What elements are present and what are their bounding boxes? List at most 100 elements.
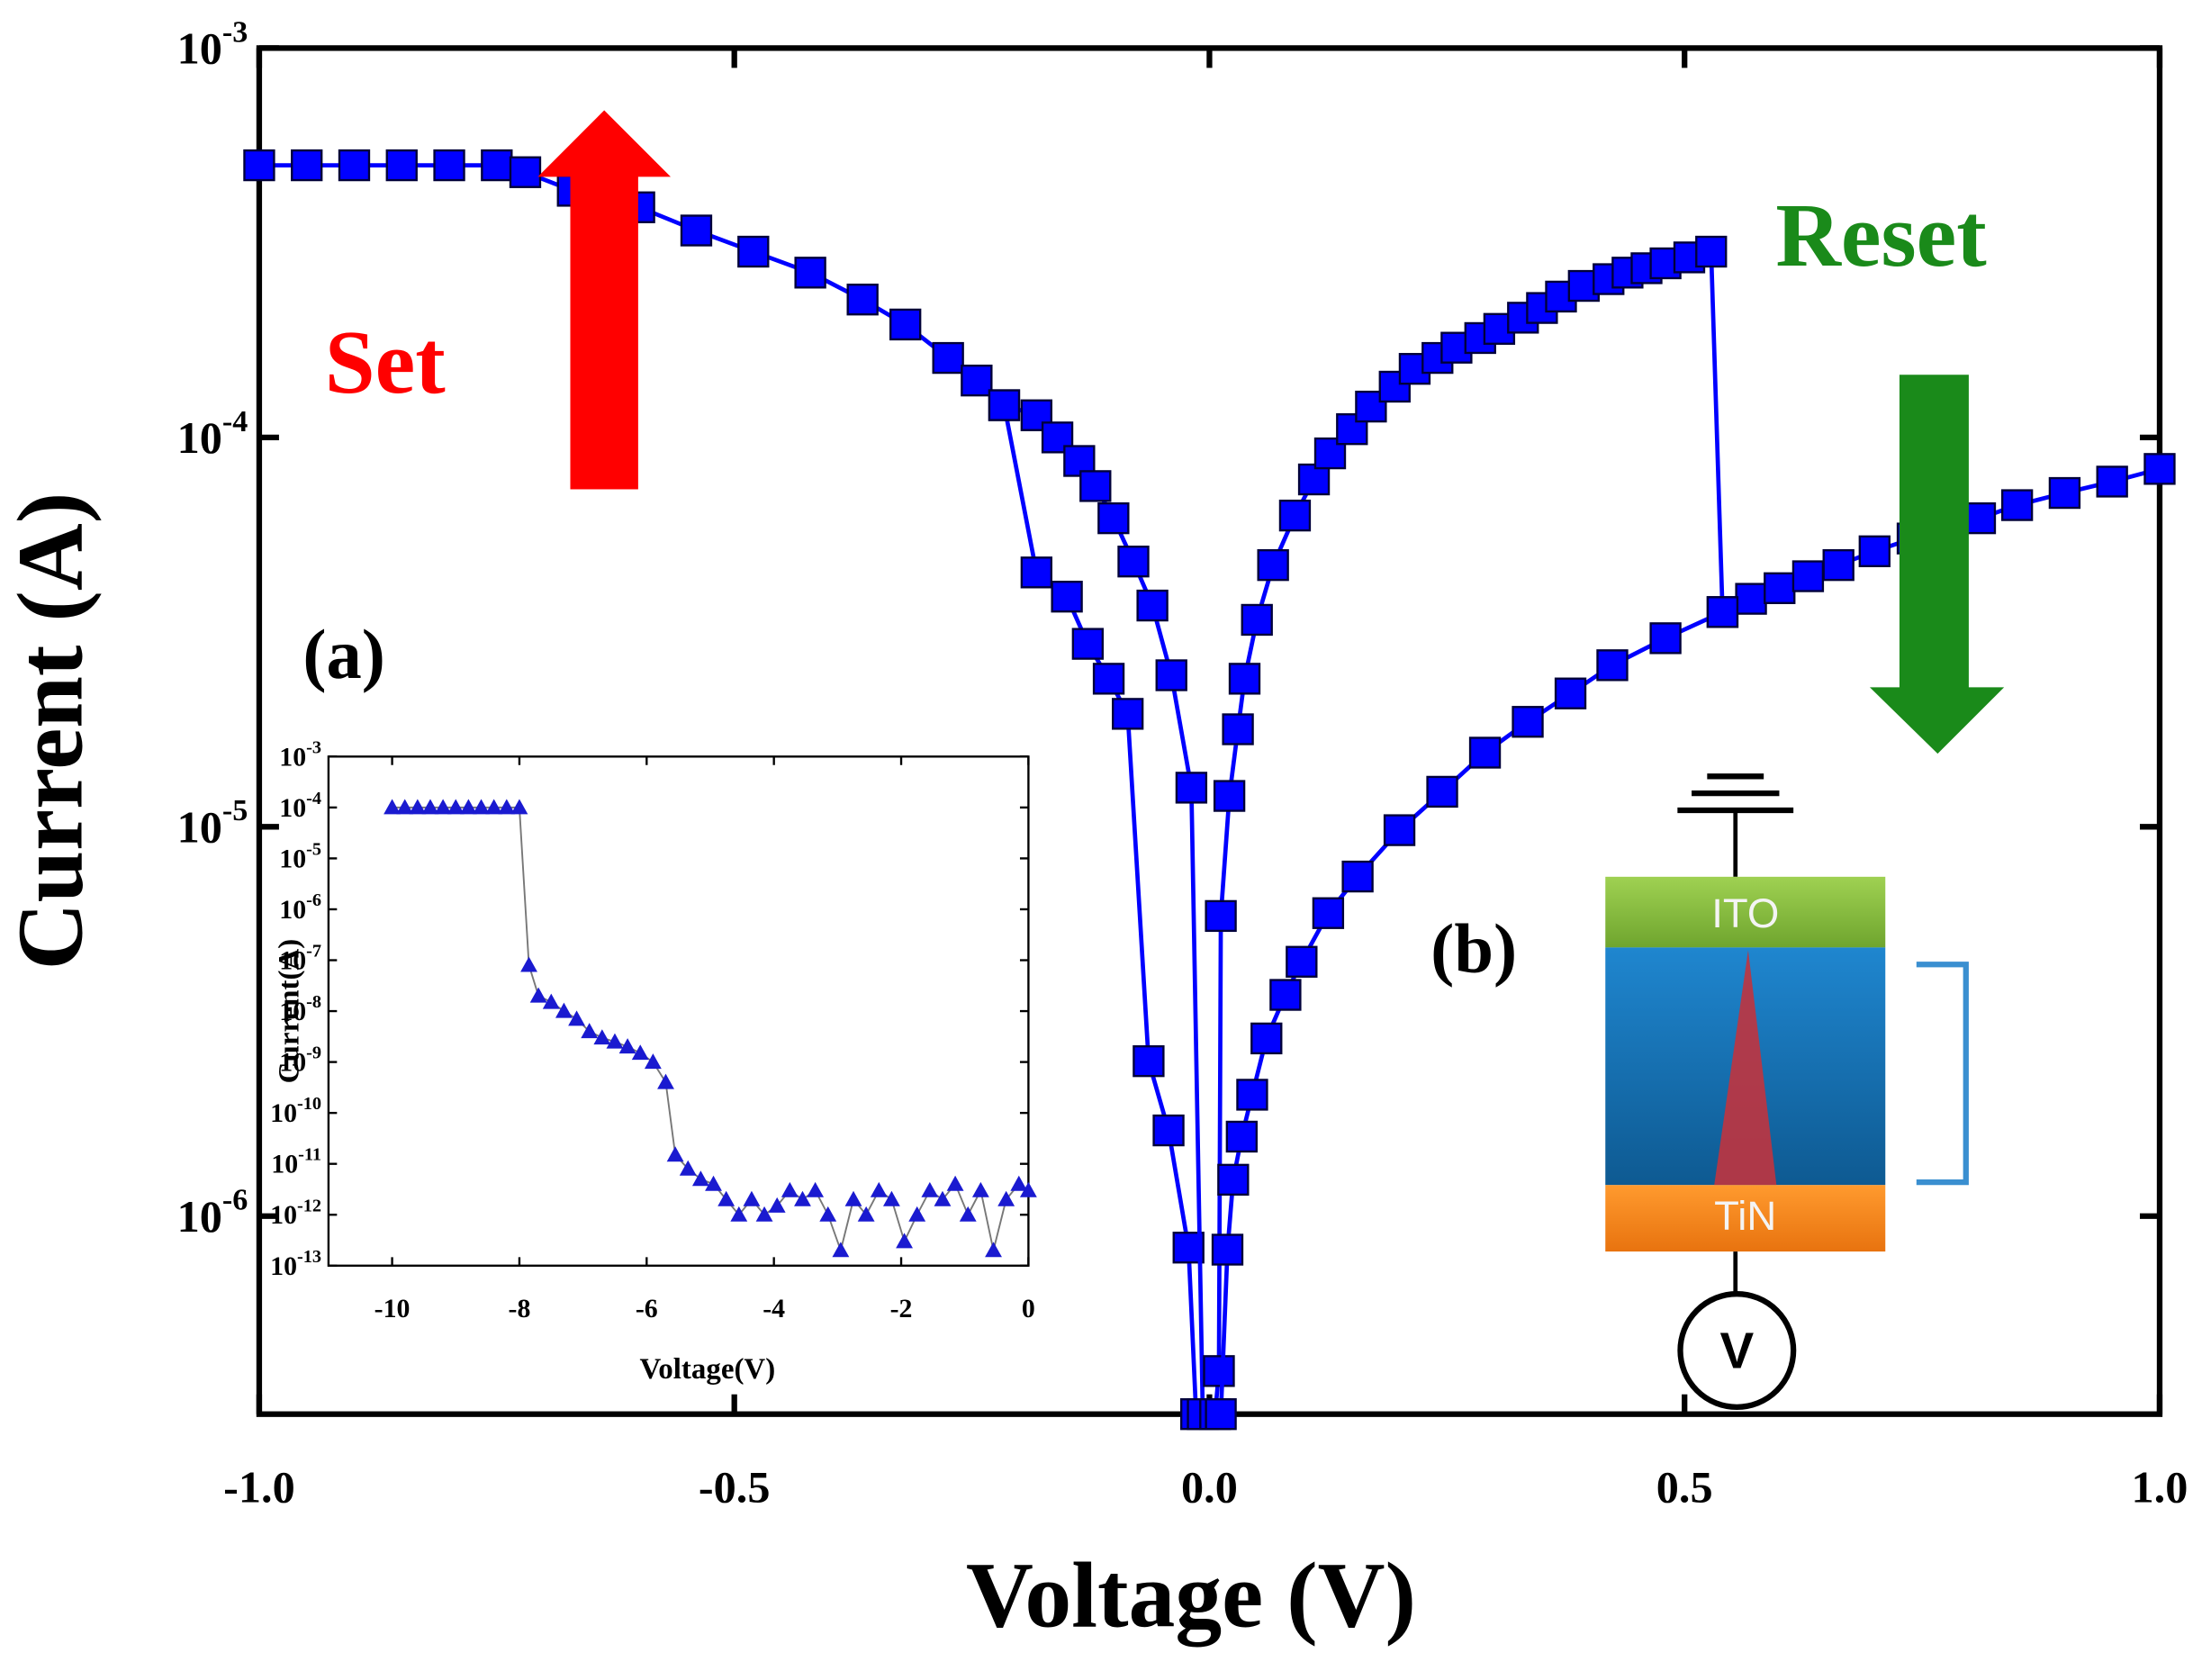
marker [338, 149, 371, 182]
marker [384, 799, 402, 815]
marker [243, 149, 275, 182]
y-tick-label: 10-3 [279, 737, 321, 772]
marker [1136, 589, 1169, 622]
marker [510, 799, 528, 815]
marker [1205, 899, 1237, 933]
label-a: (a) [302, 615, 385, 693]
marker [934, 1190, 952, 1206]
marker [1706, 596, 1739, 628]
marker [1297, 463, 1331, 496]
marker [520, 956, 537, 972]
marker [581, 1023, 599, 1039]
marker [1205, 1398, 1237, 1431]
marker [889, 308, 922, 341]
marker [529, 987, 547, 1003]
marker [568, 1010, 585, 1026]
marker [1241, 603, 1273, 637]
marker [1236, 1079, 1268, 1111]
marker [1155, 659, 1187, 691]
marker [434, 799, 452, 815]
marker [1250, 1022, 1283, 1055]
reset-label: Reset [1775, 185, 1987, 285]
marker [606, 1033, 624, 1049]
x-tick-label: -2 [890, 1294, 913, 1323]
marker [1112, 698, 1144, 730]
marker [1858, 535, 1891, 567]
x-tick-label: -8 [509, 1294, 531, 1323]
marker [1764, 572, 1796, 604]
marker [593, 1029, 611, 1045]
marker [921, 1181, 939, 1197]
marker [857, 1206, 875, 1222]
marker [481, 149, 513, 182]
y-tick-label: 10-4 [177, 405, 248, 463]
marker [768, 1197, 786, 1213]
marker [1791, 560, 1825, 592]
x-axis-title: Voltage(V) [639, 1353, 775, 1386]
marker [1211, 1233, 1244, 1266]
marker [705, 1175, 722, 1191]
series-line [392, 806, 1029, 1254]
reset-arrow [1869, 375, 2005, 754]
marker [961, 364, 993, 397]
label-b: (b) [1430, 909, 1517, 988]
marker [498, 799, 516, 815]
marker [1341, 860, 1374, 893]
marker [988, 389, 1021, 421]
marker [807, 1181, 825, 1197]
x-tick-label: 0 [1022, 1294, 1035, 1323]
y-tick-label: 10-11 [271, 1144, 321, 1179]
marker [1554, 677, 1587, 709]
x-tick-label: -1.0 [223, 1462, 295, 1513]
marker [781, 1181, 799, 1197]
y-tick-label: 10-6 [279, 890, 321, 925]
marker [680, 214, 713, 247]
marker [1117, 546, 1150, 578]
marker [644, 1053, 662, 1070]
marker [631, 1044, 649, 1061]
marker [679, 1160, 697, 1176]
marker [1010, 1175, 1028, 1191]
marker [2096, 465, 2128, 498]
y-tick-label: 10-8 [279, 992, 321, 1026]
marker [1051, 581, 1083, 613]
marker [971, 1181, 989, 1197]
main-plot: 10-3 10-4 10-5 10-6 -1.0 -0.5 0.0 0.5 1.0 Voltage… [0, 15, 2188, 1647]
marker [743, 1190, 761, 1206]
marker [618, 1038, 636, 1054]
marker [485, 799, 503, 815]
y-axis-title: Current(A) [274, 939, 306, 1084]
marker [755, 1206, 773, 1222]
marker [794, 257, 826, 289]
marker [1512, 706, 1544, 738]
marker [691, 1170, 709, 1187]
plot-frame [327, 755, 1030, 1267]
marker [997, 1190, 1015, 1206]
marker [1286, 945, 1318, 978]
marker [1225, 1120, 1259, 1153]
marker [1133, 1044, 1165, 1078]
marker [908, 1206, 926, 1222]
marker [409, 799, 427, 815]
marker [1217, 1163, 1250, 1197]
marker [1269, 979, 1302, 1011]
marker [794, 1190, 811, 1206]
marker [1071, 628, 1105, 660]
marker [717, 1190, 735, 1206]
voltmeter-label: V [1719, 1323, 1754, 1379]
marker [1019, 1181, 1037, 1197]
marker [1278, 499, 1312, 532]
x-tick-label: -4 [763, 1294, 785, 1323]
marker [883, 1190, 900, 1206]
marker [1257, 548, 1289, 582]
marker [1822, 548, 1855, 582]
marker [1175, 772, 1208, 804]
y-tick-label: 10-9 [279, 1043, 321, 1077]
marker [421, 799, 439, 815]
marker [657, 1073, 674, 1089]
marker [1097, 501, 1130, 535]
y-tick-label: 10-7 [279, 941, 321, 975]
marker [870, 1181, 888, 1197]
